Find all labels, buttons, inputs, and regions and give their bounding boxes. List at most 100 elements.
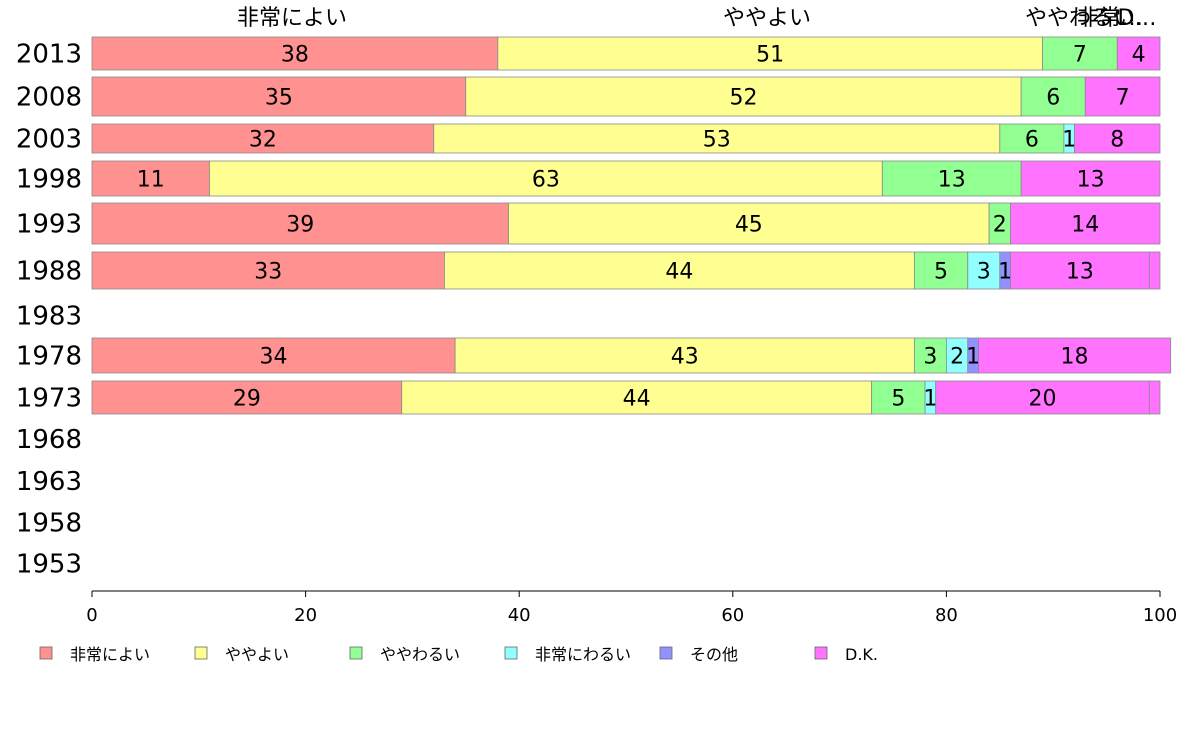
x-tick-label: 60: [721, 605, 744, 626]
value-label: 6: [1025, 128, 1039, 153]
bar-segment-1973-remainder: [1148, 380, 1161, 415]
legend-swatch-0: [39, 646, 53, 660]
value-label: 14: [1071, 213, 1099, 238]
legend-label: ややわるい: [380, 645, 460, 664]
bar-segment-2008-s2: [1020, 76, 1086, 117]
legend-swatch-2: [349, 646, 363, 660]
year-label: 1963: [16, 467, 82, 497]
value-label: 18: [1061, 345, 1089, 370]
year-label: 2003: [16, 125, 82, 155]
bar-segment-1998-s5: [1020, 160, 1161, 197]
value-label: 3: [923, 345, 937, 370]
bar-segment-2008-s0: [91, 76, 467, 117]
bar-segment-1998-s2: [881, 160, 1022, 197]
x-tick-label: 100: [1143, 605, 1177, 626]
x-tick-label: 20: [294, 605, 317, 626]
x-tick-label: 40: [508, 605, 531, 626]
bar-segment-1988-s5: [1010, 251, 1150, 290]
value-label: 63: [532, 168, 560, 193]
column-header-label: D…: [1118, 6, 1157, 31]
legend-label: 非常によい: [70, 645, 150, 664]
bar-segment-2003-s1: [433, 123, 1001, 154]
year-label: 1953: [16, 550, 82, 580]
value-label: 39: [286, 213, 314, 238]
year-label: 1998: [16, 165, 82, 195]
value-label: 20: [1029, 387, 1057, 412]
bar-segment-1973-s0: [91, 380, 403, 415]
value-label: 8: [1110, 128, 1124, 153]
bar-segment-1993-s0: [91, 202, 509, 245]
value-label: 13: [938, 168, 966, 193]
year-label: 1978: [16, 342, 82, 372]
column-header-label: ややよい: [723, 6, 811, 31]
year-label: 1958: [16, 509, 82, 539]
bar-segment-2008-s5: [1084, 76, 1161, 117]
value-label: 33: [254, 260, 282, 285]
value-label: 1: [998, 260, 1012, 285]
year-label: 1988: [16, 257, 82, 287]
value-label: 52: [729, 86, 757, 111]
year-label: 2008: [16, 83, 82, 113]
legend-swatch-1: [194, 646, 208, 660]
value-label: 5: [934, 260, 948, 285]
value-label: 1: [966, 345, 980, 370]
bar-segment-2013-s5: [1116, 36, 1161, 71]
value-label: 5: [891, 387, 905, 412]
value-label: 3: [977, 260, 991, 285]
bar-segment-1988-s0: [91, 251, 445, 290]
bar-segment-1998-s1: [209, 160, 883, 197]
bar-segment-2003-s5: [1074, 123, 1161, 154]
x-tick-label: 80: [935, 605, 958, 626]
value-label: 44: [623, 387, 651, 412]
legend-label: ややよい: [225, 645, 289, 664]
bar-segment-2013-s0: [91, 36, 499, 71]
value-label: 43: [671, 345, 699, 370]
value-label: 34: [260, 345, 288, 370]
bar-segment-1998-s0: [91, 160, 210, 197]
legend-swatch-4: [659, 646, 673, 660]
year-label: 1983: [16, 302, 82, 332]
value-label: 29: [233, 387, 261, 412]
bar-segment-1978-s5: [978, 337, 1172, 374]
legend-label: その他: [690, 645, 738, 664]
legend-swatch-5: [814, 646, 828, 660]
value-label: 1: [1062, 128, 1076, 153]
value-label: 7: [1116, 86, 1130, 111]
value-label: 38: [281, 43, 309, 68]
bar-segment-1988-s1: [444, 251, 915, 290]
value-label: 2: [993, 213, 1007, 238]
value-label: 7: [1073, 43, 1087, 68]
column-header-label: 非常…: [1077, 6, 1143, 31]
bar-segment-2003-s0: [91, 123, 435, 154]
year-label: 1973: [16, 384, 82, 414]
bar-segment-2008-s1: [465, 76, 1022, 117]
column-header-label: 非常によい: [237, 6, 347, 31]
bar-segment-1993-s1: [508, 202, 990, 245]
x-tick-label: 0: [86, 605, 97, 626]
column-header-label: ややわるい: [1025, 6, 1135, 31]
bar-segment-2003-s2: [999, 123, 1065, 154]
value-label: 6: [1046, 86, 1060, 111]
bar-segment-1988-remainder: [1148, 251, 1161, 290]
year-label: 1968: [16, 425, 82, 455]
bar-segment-1978-s0: [91, 337, 456, 374]
bar-segment-1993-s5: [1010, 202, 1161, 245]
value-label: 13: [1066, 260, 1094, 285]
value-label: 53: [703, 128, 731, 153]
value-label: 11: [137, 168, 165, 193]
bar-segment-1973-s2: [871, 380, 926, 415]
value-label: 32: [249, 128, 277, 153]
legend-swatch-3: [504, 646, 518, 660]
bar-segment-1978-s2: [913, 337, 947, 374]
value-label: 4: [1132, 43, 1146, 68]
value-label: 1: [923, 387, 937, 412]
year-label: 1993: [16, 210, 82, 240]
legend-label: D.K.: [845, 645, 878, 664]
year-label: 2013: [16, 40, 82, 70]
value-label: 44: [665, 260, 693, 285]
value-label: 2: [950, 345, 964, 370]
value-label: 51: [756, 43, 784, 68]
legend-label: 非常にわるい: [535, 645, 631, 664]
value-label: 35: [265, 86, 293, 111]
